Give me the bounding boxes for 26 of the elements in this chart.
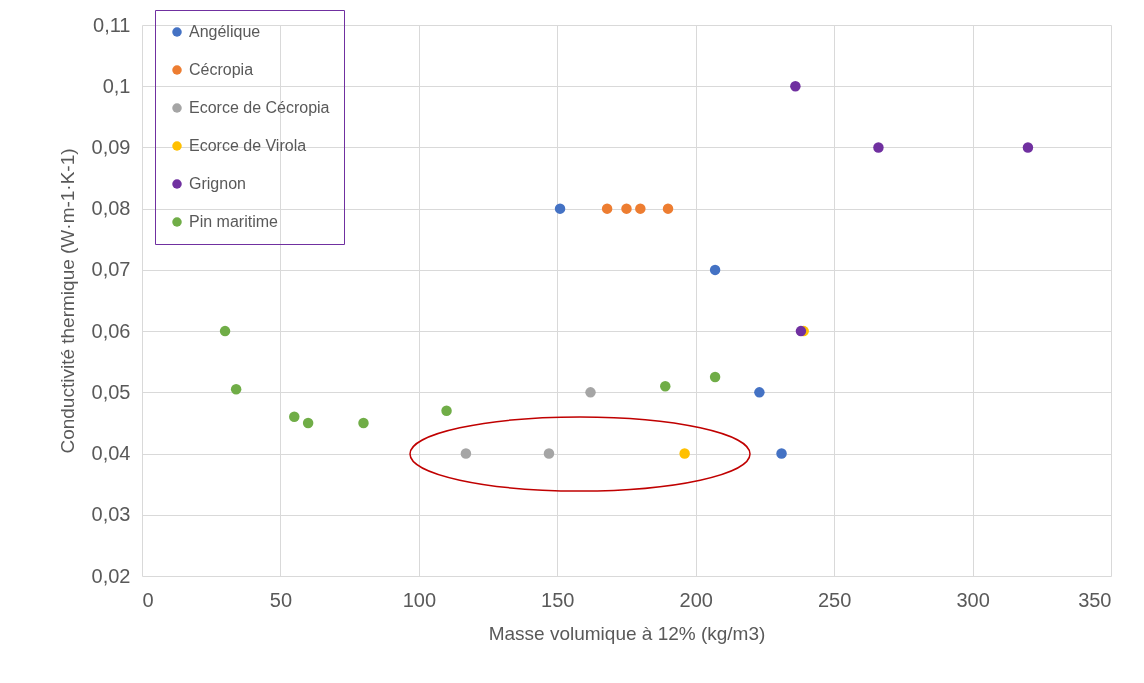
x-tick-label: 150 (541, 588, 575, 611)
legend-label: Ecorce de Virola (189, 137, 307, 154)
legend-label: Grignon (189, 175, 246, 192)
y-tick-label: 0,11 (93, 13, 131, 36)
x-tick-label: 200 (679, 588, 713, 611)
y-tick-label: 0,03 (91, 503, 131, 526)
y-tick-label: 0,07 (91, 258, 131, 281)
y-tick-label: 0,09 (91, 135, 131, 158)
legend-label: Pin maritime (189, 213, 279, 230)
x-tick-label: 0 (142, 588, 154, 611)
y-tick-label: 0,1 (102, 74, 131, 97)
y-tick-label: 0,06 (91, 319, 131, 342)
legend-label: Angélique (189, 23, 261, 40)
y-tick-label: 0,05 (91, 380, 131, 403)
x-tick-label: 350 (1078, 588, 1112, 611)
x-tick-label: 50 (269, 588, 293, 611)
y-axis-title: Conductivité thermique (W·m-1·K-1) (56, 148, 78, 454)
y-tick-label: 0,08 (91, 197, 131, 220)
x-tick-label: 100 (402, 588, 437, 611)
x-tick-label: 300 (956, 588, 990, 611)
legend-label: Cécropia (189, 61, 254, 78)
x-axis-title: Masse volumique à 12% (kg/m3) (488, 622, 766, 644)
y-tick-label: 0,02 (91, 564, 131, 587)
y-tick-label: 0,04 (91, 442, 131, 465)
legend-label: Ecorce de Cécropia (189, 99, 330, 116)
x-tick-label: 250 (817, 588, 852, 611)
